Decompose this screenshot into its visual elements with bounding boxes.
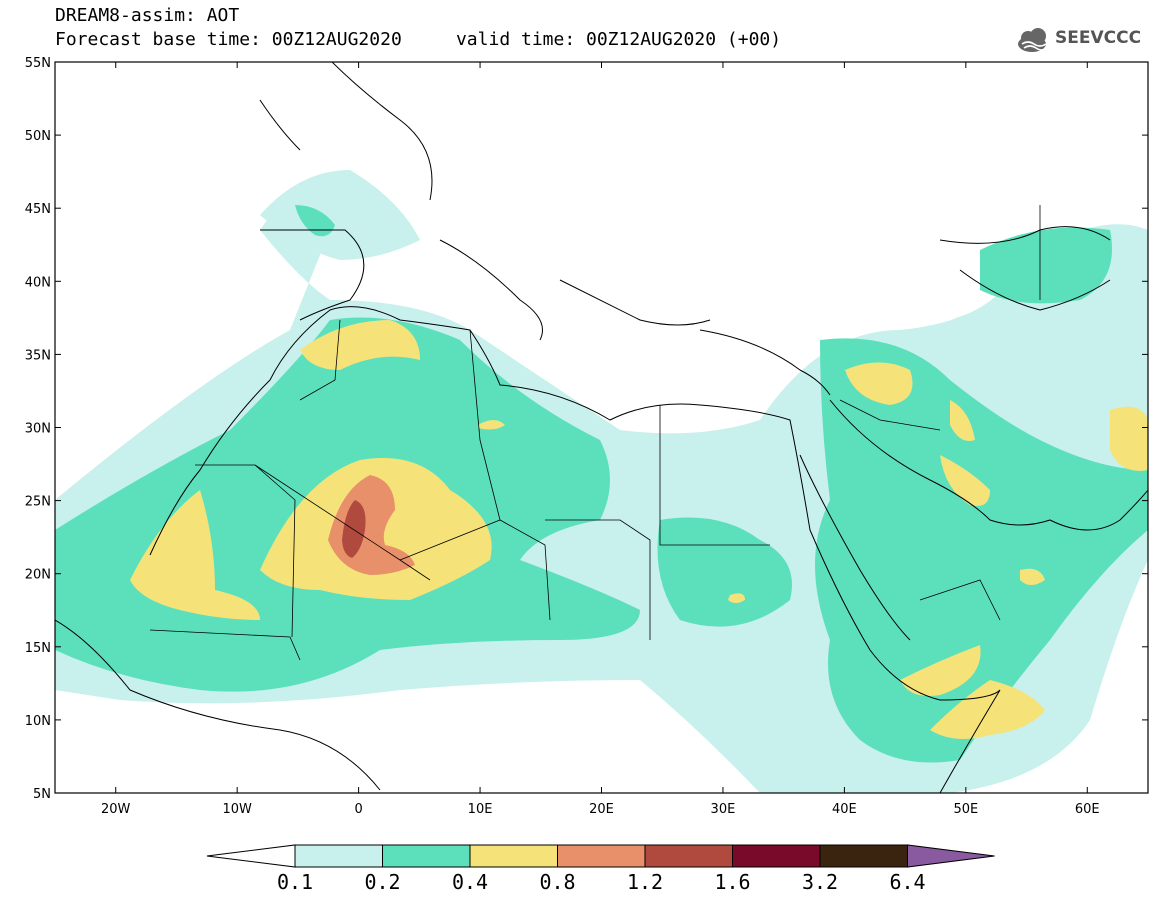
lat-tick-label: 15N xyxy=(25,641,51,656)
colorbar-level-label: 0.4 xyxy=(452,870,488,894)
colorbar-swatch xyxy=(294,844,383,868)
lon-tick-label: 10W xyxy=(222,802,252,817)
lon-tick-label: 30E xyxy=(711,802,736,817)
lat-tick-label: 50N xyxy=(25,129,51,144)
colorbar-level-label: 0.1 xyxy=(277,870,313,894)
lat-tick-label: 20N xyxy=(25,568,51,583)
aot-level-1.2 xyxy=(342,500,366,558)
aot-field xyxy=(55,170,1148,793)
logo xyxy=(1018,28,1047,52)
colorbar-swatch xyxy=(557,844,646,868)
lon-tick-label: 50E xyxy=(953,802,978,817)
colorbar-low-arrow xyxy=(206,844,296,868)
colorbar-swatch xyxy=(382,844,471,868)
lat-tick-label: 10N xyxy=(25,714,51,729)
colorbar-swatch xyxy=(819,844,908,868)
colorbar-high-arrow xyxy=(907,844,995,868)
lat-tick-label: 40N xyxy=(25,275,51,290)
colorbar-swatch xyxy=(469,844,558,868)
colorbar: 0.1 0.2 0.4 0.8 1.2 1.6 3.2 6.4 xyxy=(206,844,995,894)
colorbar-level-label: 1.2 xyxy=(627,870,663,894)
lat-tick-label: 45N xyxy=(25,202,51,217)
lon-tick-label: 10E xyxy=(468,802,493,817)
map-title: DREAM8-assim: AOT xyxy=(55,5,240,26)
lon-tick-label: 60E xyxy=(1075,802,1100,817)
logo-text: SEEVCCC xyxy=(1055,28,1142,48)
lat-tick-label: 30N xyxy=(25,422,51,437)
forecast-time-line: Forecast base time: 00Z12AUG2020 valid t… xyxy=(55,29,782,50)
lat-tick-label: 5N xyxy=(33,787,51,802)
lat-tick-label: 55N xyxy=(25,56,51,71)
lon-tick-label: 0 xyxy=(354,802,362,817)
lat-tick-label: 35N xyxy=(25,348,51,363)
colorbar-swatch xyxy=(644,844,733,868)
colorbar-level-label: 6.4 xyxy=(889,870,925,894)
cloud-icon xyxy=(1018,28,1047,52)
colorbar-level-label: 0.8 xyxy=(539,870,575,894)
lon-tick-label: 20E xyxy=(589,802,614,817)
colorbar-level-label: 0.2 xyxy=(364,870,400,894)
lon-tick-label: 20W xyxy=(101,802,131,817)
colorbar-swatch xyxy=(732,844,821,868)
country-borders xyxy=(149,205,1041,661)
lon-tick-label: 40E xyxy=(832,802,857,817)
colorbar-level-label: 3.2 xyxy=(802,870,838,894)
coastlines xyxy=(55,62,1148,793)
colorbar-level-label: 1.6 xyxy=(714,870,750,894)
axis-ticks: 20W 10W 0 10E 20E 30E 40E 50E 60E 5N 10N 15N 20N 25N 3… xyxy=(25,56,1148,817)
lat-tick-label: 25N xyxy=(25,495,51,510)
